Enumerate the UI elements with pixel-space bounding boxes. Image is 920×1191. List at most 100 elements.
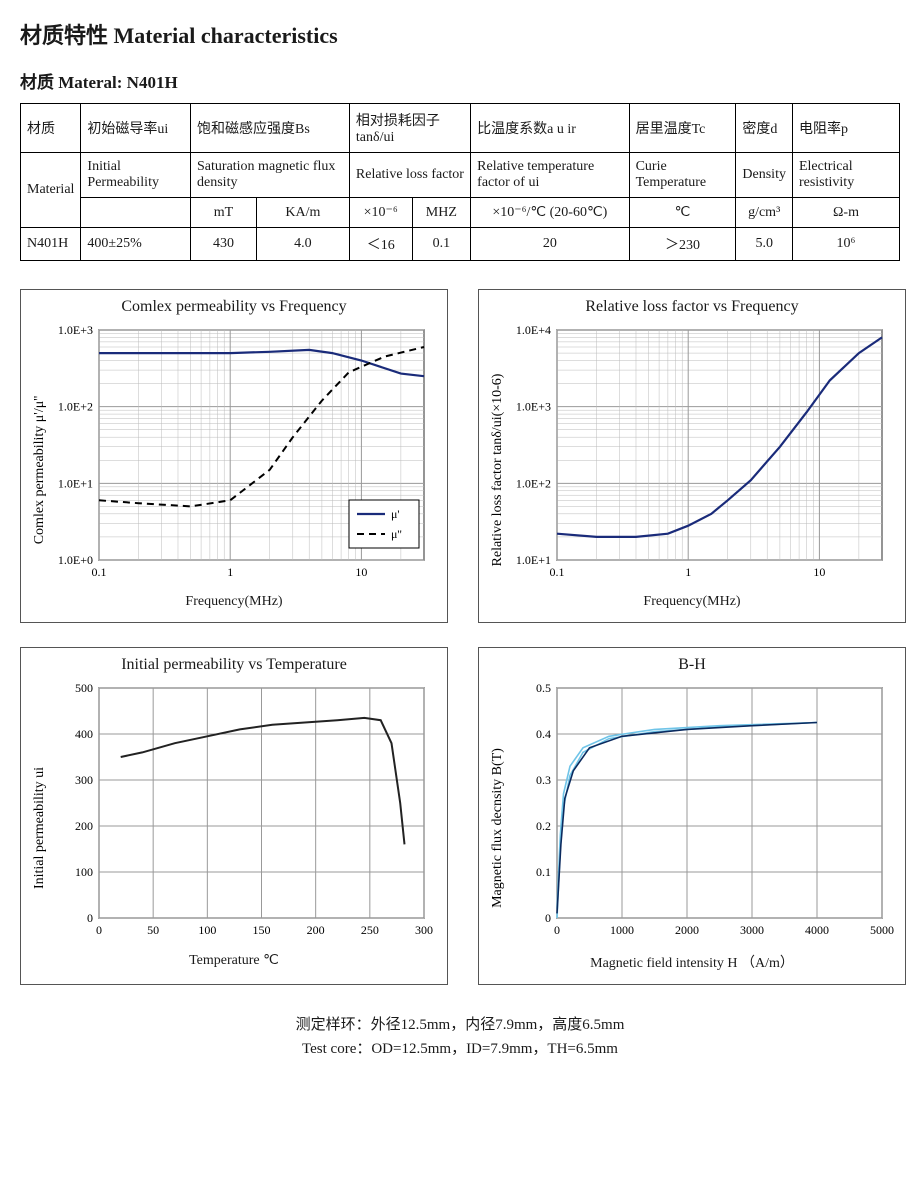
cell: mT bbox=[191, 198, 257, 228]
cell: 0.1 bbox=[412, 228, 471, 261]
svg-text:1.0E+3: 1.0E+3 bbox=[58, 323, 93, 337]
chart-svg: Relative loss factor tanδ/ui(×10-6) 1.0E… bbox=[487, 320, 897, 590]
cell: Curie Temperature bbox=[629, 153, 736, 198]
svg-text:100: 100 bbox=[75, 865, 93, 879]
footer-line: 测定样环：外径12.5mm，内径7.9mm，高度6.5mm bbox=[20, 1013, 900, 1037]
chart-title: Comlex permeability vs Frequency bbox=[29, 298, 439, 316]
cell: 20 bbox=[471, 228, 629, 261]
cell: 初始磁导率ui bbox=[81, 104, 191, 153]
svg-text:4000: 4000 bbox=[805, 923, 829, 937]
svg-text:0.3: 0.3 bbox=[536, 773, 551, 787]
spec-table: 材质 初始磁导率ui 饱和磁感应强度Bs 相对损耗因子tanδ/ui 比温度系数… bbox=[20, 103, 900, 261]
chart-permeability-temp: Initial permeability vs Temperature Init… bbox=[20, 647, 448, 985]
cell: Saturation magnetic flux density bbox=[191, 153, 350, 198]
svg-text:1.0E+0: 1.0E+0 bbox=[58, 553, 93, 567]
chart-title: Relative loss factor vs Frequency bbox=[487, 298, 897, 316]
cell: 比温度系数a u ir bbox=[471, 104, 629, 153]
svg-text:0.5: 0.5 bbox=[536, 681, 551, 695]
svg-text:0.1: 0.1 bbox=[92, 565, 107, 579]
cell: 相对损耗因子tanδ/ui bbox=[349, 104, 470, 153]
svg-text:500: 500 bbox=[75, 681, 93, 695]
table-row: N401H 400±25% 430 4.0 ＜16 0.1 20 ＞230 5.… bbox=[21, 228, 900, 261]
cell: 5.0 bbox=[736, 228, 793, 261]
material-subtitle: 材质 Materal: N401H bbox=[20, 68, 900, 93]
svg-text:200: 200 bbox=[307, 923, 325, 937]
cell: MHZ bbox=[412, 198, 471, 228]
x-axis-label: Frequency(MHz) bbox=[487, 594, 897, 610]
svg-text:0.2: 0.2 bbox=[536, 819, 551, 833]
chart-svg: Initial permeability ui 0100200300400500… bbox=[29, 678, 439, 948]
svg-text:0.1: 0.1 bbox=[536, 865, 551, 879]
cell: Material bbox=[21, 153, 81, 228]
table-row: 材质 初始磁导率ui 饱和磁感应强度Bs 相对损耗因子tanδ/ui 比温度系数… bbox=[21, 104, 900, 153]
chart-title: Initial permeability vs Temperature bbox=[29, 656, 439, 674]
svg-text:1.0E+2: 1.0E+2 bbox=[58, 400, 93, 414]
table-row: Material Initial Permeability Saturation… bbox=[21, 153, 900, 198]
chart-svg: Magnetic flux decnsity B(T) 0 0.1 0.2 0.3 0.… bbox=[487, 678, 897, 948]
cell: Electrical resistivity bbox=[792, 153, 899, 198]
svg-text:0: 0 bbox=[87, 911, 93, 925]
cell: ×10⁻⁶/℃ (20-60℃) bbox=[471, 198, 629, 228]
svg-text:0: 0 bbox=[545, 911, 551, 925]
svg-text:1.0E+1: 1.0E+1 bbox=[58, 476, 93, 490]
svg-text:1.0E+2: 1.0E+2 bbox=[516, 476, 551, 490]
svg-text:100: 100 bbox=[198, 923, 216, 937]
cell: Density bbox=[736, 153, 793, 198]
cell: 4.0 bbox=[256, 228, 349, 261]
cell: 密度d bbox=[736, 104, 793, 153]
svg-text:0.4: 0.4 bbox=[536, 727, 551, 741]
page-title: 材质特性 Material characteristics bbox=[20, 18, 900, 50]
svg-text:50: 50 bbox=[147, 923, 159, 937]
svg-text:3000: 3000 bbox=[740, 923, 764, 937]
svg-text:300: 300 bbox=[415, 923, 433, 937]
cell: ×10⁻⁶ bbox=[349, 198, 412, 228]
x-axis-label: Frequency(MHz) bbox=[29, 594, 439, 610]
chart-bh: B-H Magnetic flux decnsity B(T) 0 0.1 0.2 0… bbox=[478, 647, 906, 985]
svg-text:0: 0 bbox=[554, 923, 560, 937]
footer-note: 测定样环：外径12.5mm，内径7.9mm，高度6.5mm Test core：… bbox=[20, 1013, 900, 1061]
svg-text:1.0E+1: 1.0E+1 bbox=[516, 553, 551, 567]
cell: Relative temperature factor of ui bbox=[471, 153, 629, 198]
svg-text:Comlex permeability μ'/μ'': Comlex permeability μ'/μ'' bbox=[32, 396, 47, 545]
footer-line: Test core：OD=12.5mm，ID=7.9mm，TH=6.5mm bbox=[20, 1037, 900, 1061]
cell: 饱和磁感应强度Bs bbox=[191, 104, 350, 153]
svg-text:Magnetic flux decnsity B(T): Magnetic flux decnsity B(T) bbox=[490, 748, 505, 908]
cell: Relative loss factor bbox=[349, 153, 470, 198]
cell: Ω-m bbox=[792, 198, 899, 228]
chart-svg: Comlex permeability μ'/μ'' 1.0E+0 1.0E+1 1… bbox=[29, 320, 439, 590]
cell: 电阻率p bbox=[792, 104, 899, 153]
svg-text:1: 1 bbox=[685, 565, 691, 579]
svg-text:1000: 1000 bbox=[610, 923, 634, 937]
svg-text:5000: 5000 bbox=[870, 923, 894, 937]
cell: 材质 bbox=[21, 104, 81, 153]
x-axis-label: Magnetic field intensity H （A/m） bbox=[487, 952, 897, 972]
svg-text:1.0E+3: 1.0E+3 bbox=[516, 400, 551, 414]
svg-text:Initial permeability ui: Initial permeability ui bbox=[32, 767, 47, 889]
cell: g/cm³ bbox=[736, 198, 793, 228]
svg-text:300: 300 bbox=[75, 773, 93, 787]
svg-text:2000: 2000 bbox=[675, 923, 699, 937]
cell: N401H bbox=[21, 228, 81, 261]
x-axis-label: Temperature ℃ bbox=[29, 952, 439, 969]
svg-text:μ': μ' bbox=[391, 507, 400, 521]
svg-text:200: 200 bbox=[75, 819, 93, 833]
cell: Initial Permeability bbox=[81, 153, 191, 198]
svg-text:0.1: 0.1 bbox=[550, 565, 565, 579]
svg-text:10: 10 bbox=[355, 565, 367, 579]
cell: ＜16 bbox=[349, 228, 412, 261]
svg-text:0: 0 bbox=[96, 923, 102, 937]
svg-text:1: 1 bbox=[227, 565, 233, 579]
cell: 10⁶ bbox=[792, 228, 899, 261]
svg-text:400: 400 bbox=[75, 727, 93, 741]
cell: ＞230 bbox=[629, 228, 736, 261]
cell: KA/m bbox=[256, 198, 349, 228]
cell: 400±25% bbox=[81, 228, 191, 261]
cell bbox=[81, 198, 191, 228]
svg-text:150: 150 bbox=[253, 923, 271, 937]
chart-complex-permeability: Comlex permeability vs Frequency Comlex … bbox=[20, 289, 448, 623]
svg-text:10: 10 bbox=[813, 565, 825, 579]
chart-title: B-H bbox=[487, 656, 897, 674]
svg-text:250: 250 bbox=[361, 923, 379, 937]
svg-text:Relative loss factor tanδ/ui(×: Relative loss factor tanδ/ui(×10-6) bbox=[490, 373, 505, 566]
cell: 430 bbox=[191, 228, 257, 261]
